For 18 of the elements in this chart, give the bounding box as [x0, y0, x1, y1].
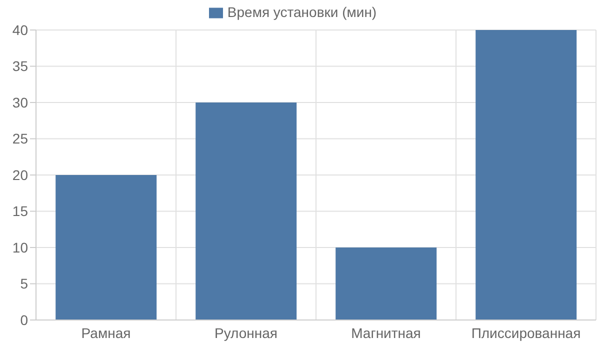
- x-tick-label: Плиссированная: [471, 324, 581, 341]
- x-tick-label: Рулонная: [214, 324, 278, 341]
- y-tick-label: 5: [20, 276, 28, 292]
- y-tick-label: 30: [12, 94, 28, 110]
- y-tick-label: 10: [12, 239, 28, 256]
- legend-label: Время установки (мин): [227, 4, 377, 20]
- y-tick-label: 20: [12, 166, 28, 183]
- y-tick-label: 35: [12, 58, 28, 74]
- bar: [56, 175, 157, 320]
- x-tick-label: Магнитная: [351, 324, 421, 341]
- y-tick-label: 40: [12, 22, 28, 38]
- y-tick-label: 15: [12, 203, 28, 220]
- y-tick-label: 25: [12, 130, 28, 147]
- bar: [476, 30, 577, 320]
- x-tick-label: Рамная: [81, 324, 131, 341]
- y-tick-label: 0: [20, 312, 28, 328]
- bar: [196, 102, 297, 320]
- bar: [336, 248, 437, 320]
